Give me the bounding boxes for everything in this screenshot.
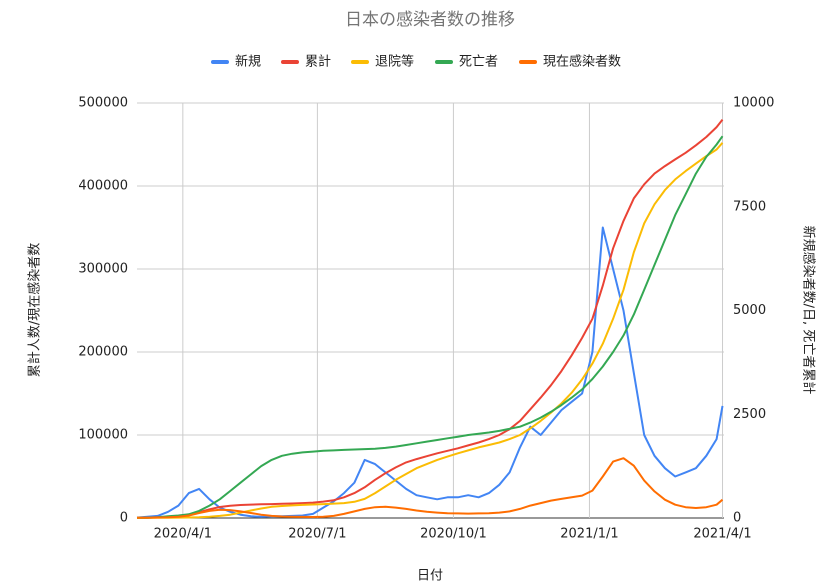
legend-label: 退院等 <box>375 54 414 70</box>
y2-tick-label: 0 <box>733 511 741 526</box>
y2-tick-label: 2500 <box>733 407 766 422</box>
y-axis-title: 累計人数/現在感染者数 <box>27 243 43 377</box>
legend-label: 累計 <box>305 54 331 70</box>
x-axis-title: 日付 <box>417 569 443 584</box>
x-tick-label: 2020/7/1 <box>288 527 346 542</box>
y2-tick-label: 5000 <box>733 303 766 318</box>
series-line <box>136 135 724 519</box>
series-line <box>136 142 724 519</box>
legend-label: 新規 <box>235 54 261 70</box>
x-tick-label: 2021/1/1 <box>560 527 618 542</box>
x-tick-label: 2021/4/1 <box>693 527 751 542</box>
y2-tick-label: 7500 <box>733 199 766 214</box>
y-tick-label: 400000 <box>78 179 128 194</box>
y2-tick-label: 10000 <box>733 96 774 111</box>
y-tick-label: 200000 <box>78 345 128 360</box>
y-tick-label: 100000 <box>78 428 128 443</box>
chart-title: 日本の感染者数の推移 <box>345 10 515 30</box>
series-line <box>136 118 724 519</box>
x-tick-label: 2020/10/1 <box>420 527 487 542</box>
series-line <box>136 457 724 519</box>
series-line <box>136 226 724 519</box>
y-tick-label: 300000 <box>78 262 128 277</box>
legend-label: 現在感染者数 <box>543 54 621 70</box>
y2-axis-title: 新規感染者数/日, 死亡者累計 <box>801 226 817 395</box>
x-tick-label: 2020/4/1 <box>154 527 212 542</box>
y-tick-label: 0 <box>120 511 128 526</box>
y-tick-label: 500000 <box>78 96 128 111</box>
legend-label: 死亡者 <box>459 55 498 70</box>
